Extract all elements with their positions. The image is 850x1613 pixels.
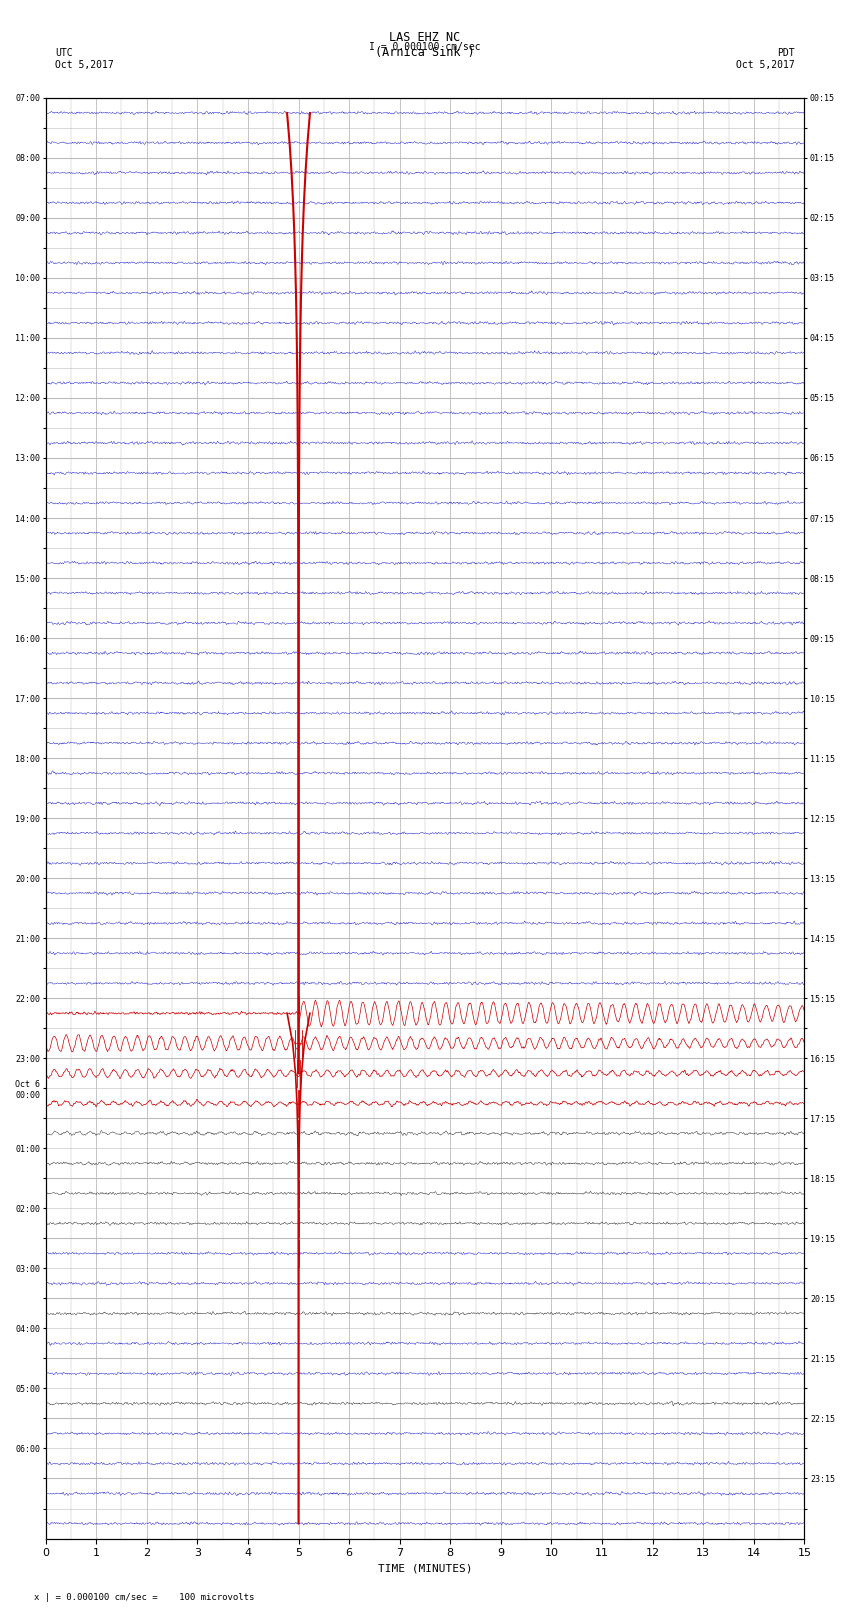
Title: LAS EHZ NC
(Arnica Sink ): LAS EHZ NC (Arnica Sink ) (375, 31, 475, 60)
Text: x | = 0.000100 cm/sec =    100 microvolts: x | = 0.000100 cm/sec = 100 microvolts (34, 1594, 254, 1602)
X-axis label: TIME (MINUTES): TIME (MINUTES) (377, 1565, 473, 1574)
Text: Oct 5,2017: Oct 5,2017 (55, 60, 114, 69)
Text: PDT: PDT (777, 48, 795, 58)
Text: UTC: UTC (55, 48, 73, 58)
Text: Oct 5,2017: Oct 5,2017 (736, 60, 795, 69)
Text: I = 0.000100 cm/sec: I = 0.000100 cm/sec (369, 42, 481, 52)
